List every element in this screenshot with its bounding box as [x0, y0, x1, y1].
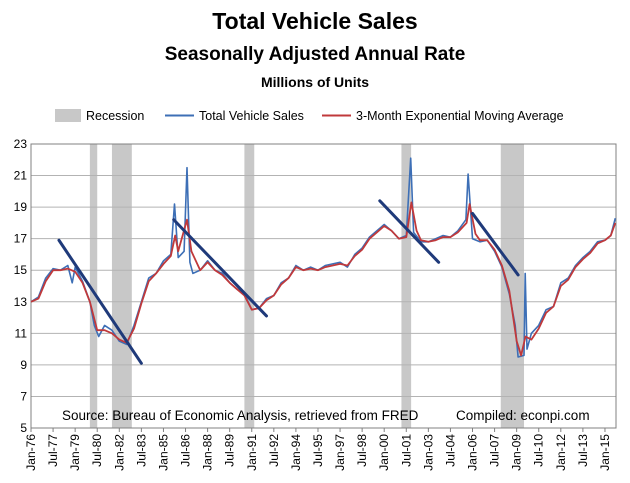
x-tick-label-2: Jan-79	[68, 434, 82, 471]
recession-band-1	[111, 144, 132, 428]
x-tick-label-9: Jul-89	[223, 434, 237, 467]
x-tick-label-5: Jul-83	[134, 434, 148, 467]
y-tick-label-11: 11	[15, 326, 28, 340]
recession-band-2	[244, 144, 255, 428]
y-tick-label-23: 23	[14, 137, 28, 151]
recession-band-3	[401, 144, 412, 428]
chart-title: Total Vehicle Sales	[212, 8, 418, 34]
legend: Recession Total Vehicle Sales 3-Month Ex…	[55, 109, 564, 123]
recession-band-4	[500, 144, 525, 428]
legend-recession-label: Recession	[86, 109, 144, 123]
y-tick-label-5: 5	[20, 421, 27, 435]
y-tick-label-19: 19	[14, 200, 28, 214]
legend-sales-label: Total Vehicle Sales	[199, 109, 304, 123]
trend-line-2	[378, 199, 441, 264]
x-tick-label-19: Jul-04	[443, 434, 457, 467]
compiled-note: Compiled: econpi.com	[456, 408, 590, 423]
x-tick-label-1: Jul-77	[46, 434, 60, 467]
x-tick-label-0: Jan-76	[24, 434, 38, 471]
x-tick-label-20: Jan-06	[466, 434, 480, 471]
x-tick-label-3: Jul-80	[90, 434, 104, 467]
x-tick-label-11: Jul-92	[267, 434, 281, 467]
x-tick-label-24: Jan-12	[554, 434, 568, 471]
legend-recession-swatch	[55, 109, 81, 122]
annotations: Source: Bureau of Economic Analysis, ret…	[62, 408, 590, 423]
plot-frame	[30, 143, 617, 429]
x-tick-label-21: Jul-07	[488, 434, 502, 467]
series-line-0	[30, 157, 617, 358]
series-line-1	[30, 201, 617, 357]
x-tick-label-7: Jul-86	[179, 434, 193, 467]
chart-units: Millions of Units	[260, 74, 370, 90]
legend-ema-label: 3-Month Exponential Moving Average	[356, 109, 564, 123]
y-tick-label-13: 13	[14, 295, 28, 309]
trend-line-0	[57, 238, 143, 365]
x-tick-label-23: Jul-10	[532, 434, 546, 467]
y-tick-label-15: 15	[14, 263, 28, 277]
x-tick-label-15: Jul-98	[355, 434, 369, 467]
x-tick-label-12: Jan-94	[289, 434, 303, 471]
x-tick-label-4: Jan-82	[112, 434, 126, 471]
x-tick-label-6: Jan-85	[156, 434, 170, 471]
y-tick-label-17: 17	[14, 232, 28, 246]
x-tick-label-22: Jan-09	[510, 434, 524, 471]
x-tick-label-26: Jan-15	[598, 434, 612, 471]
x-tick-label-25: Jul-13	[576, 434, 590, 467]
x-tick-label-16: Jan-00	[377, 434, 391, 471]
y-tick-label-21: 21	[14, 169, 28, 183]
x-tick-label-17: Jul-01	[399, 434, 413, 467]
y-tick-label-9: 9	[20, 358, 27, 372]
x-tick-label-8: Jan-88	[201, 434, 215, 471]
y-tick-label-7: 7	[20, 389, 27, 403]
recession-band-0	[89, 144, 98, 428]
chart-subtitle: Seasonally Adjusted Annual Rate	[164, 44, 466, 65]
source-note: Source: Bureau of Economic Analysis, ret…	[62, 408, 419, 423]
trend-line-1	[172, 218, 268, 318]
x-tick-label-10: Jan-91	[245, 434, 259, 471]
x-tick-label-14: Jan-97	[333, 434, 347, 471]
trend-line-3	[471, 211, 520, 277]
x-tick-label-18: Jan-03	[421, 434, 435, 471]
x-tick-label-13: Jul-95	[311, 434, 325, 467]
